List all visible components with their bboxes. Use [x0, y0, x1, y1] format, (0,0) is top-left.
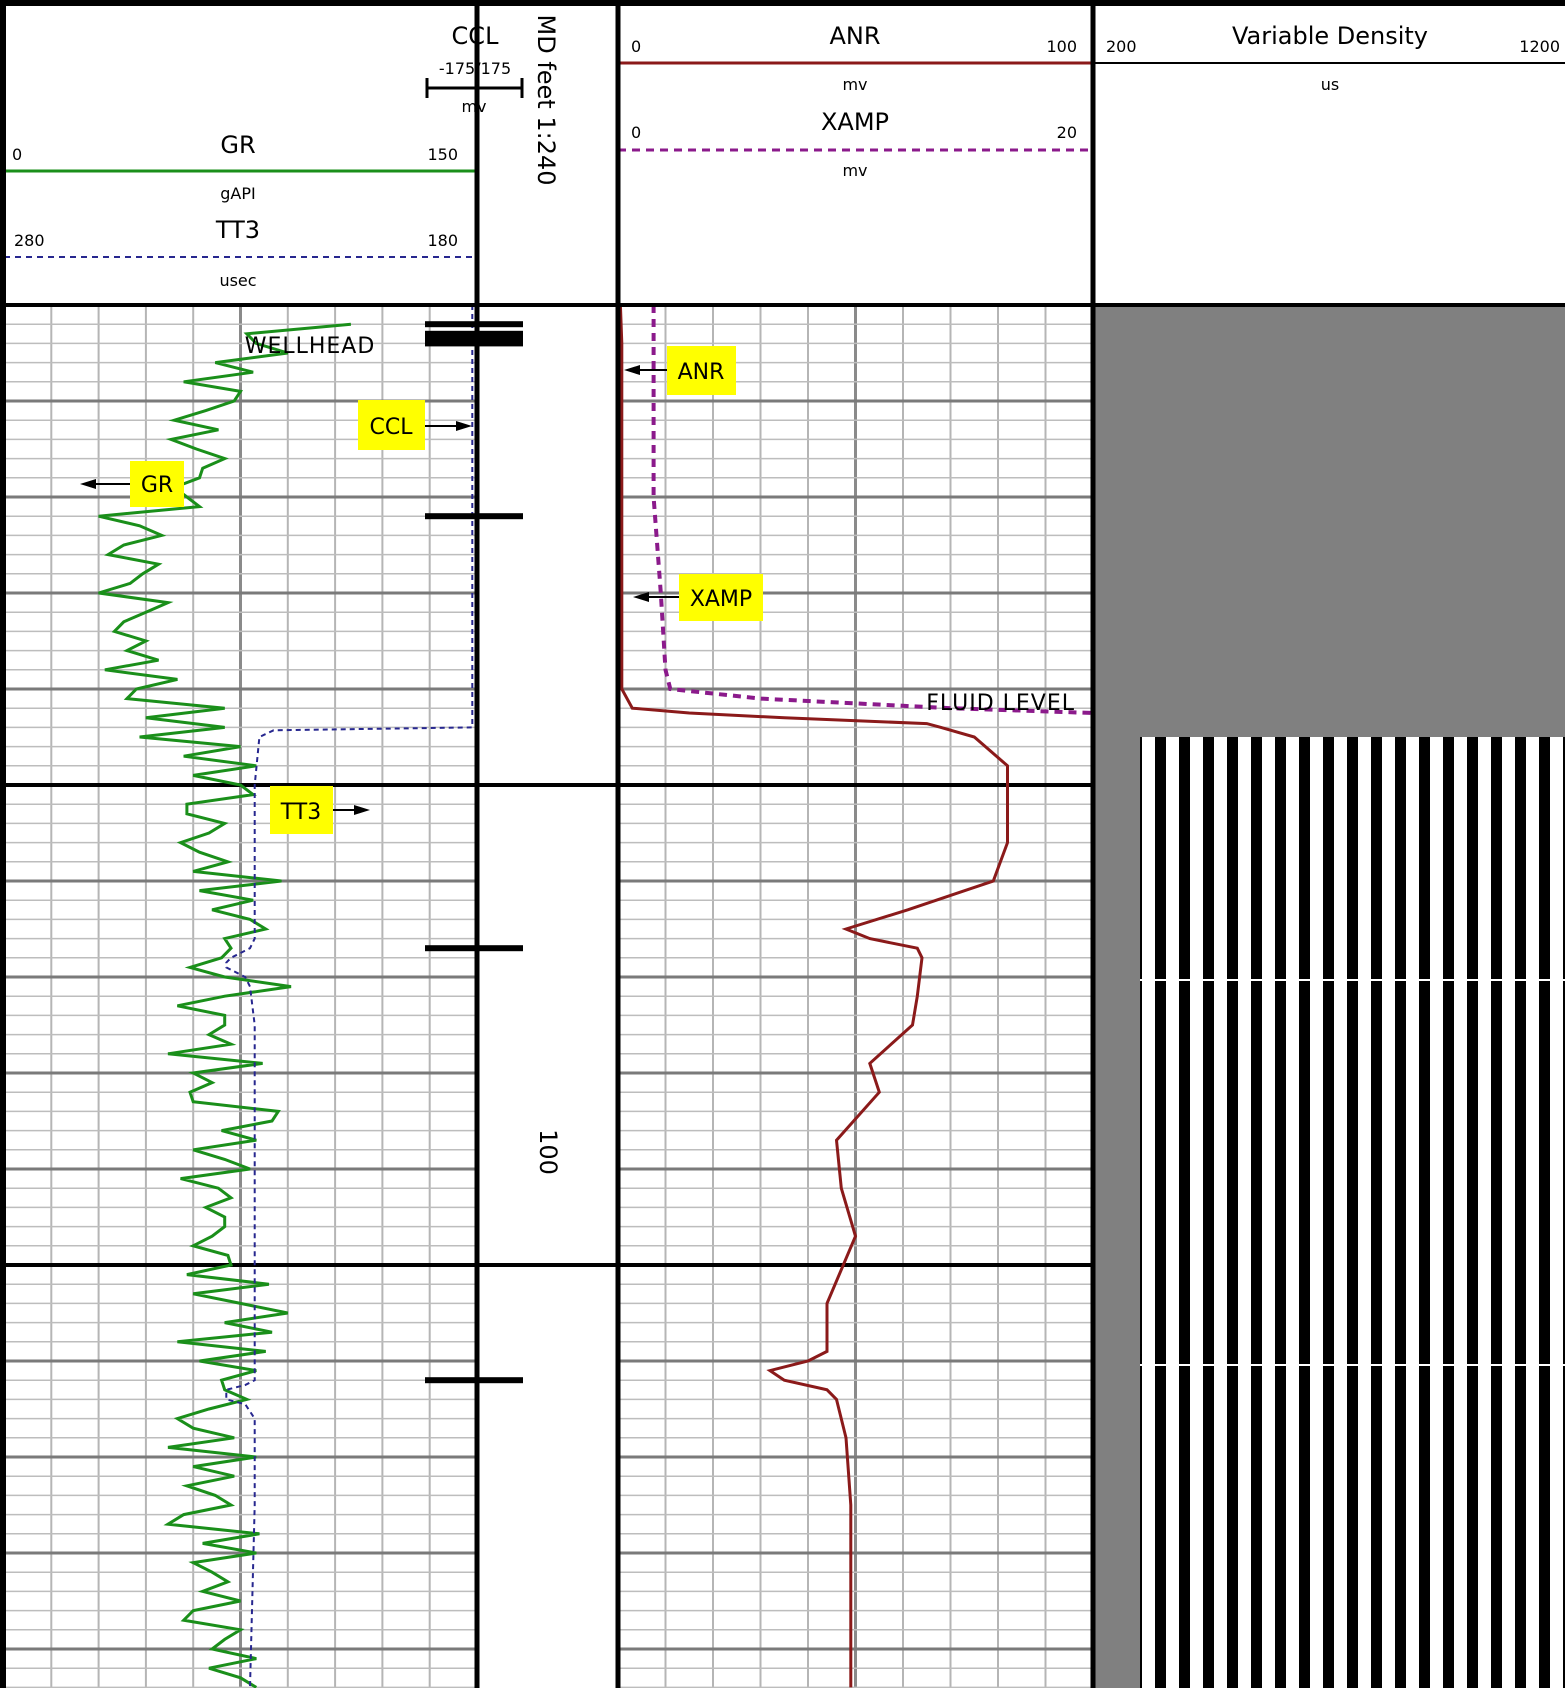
wellhead-annotation: WELLHEAD [245, 334, 376, 359]
gr-curve [98, 322, 352, 1688]
depth-labels: 100 [534, 1129, 562, 1175]
ccl-collar-mark [425, 321, 523, 328]
xamp-tag: XAMP [633, 574, 763, 621]
vdl-left-scale: 200 [1106, 37, 1137, 56]
xamp-tag-box [679, 574, 763, 621]
gr-left-scale: 0 [12, 145, 22, 164]
anr-tag: ANR [624, 346, 736, 395]
depth-title: MD feet 1:240 [532, 15, 560, 186]
anr-curve [618, 305, 1009, 1688]
xamp-tag-label: XAMP [690, 587, 752, 612]
tt3-title: TT3 [215, 216, 260, 244]
tt3-tag-box [270, 786, 333, 834]
tt3-tag: TT3 [270, 786, 370, 834]
depth-label-100: 100 [534, 1129, 562, 1175]
anr-tag-label: ANR [678, 360, 725, 385]
ccl-collar-mark [425, 513, 523, 520]
ccl-collar-mark [425, 340, 523, 347]
gr-tag: GR [80, 461, 184, 507]
xamp-tag-arrowhead [633, 592, 649, 602]
ccl-tag-box [358, 400, 425, 450]
tt3-curve [225, 305, 474, 1688]
ccl-tag: CCL [358, 400, 472, 450]
gr-right-scale: 150 [427, 145, 458, 164]
ccl-tag-arrowhead [456, 421, 472, 431]
tt3-right-scale: 180 [427, 231, 458, 250]
anr-title: ANR [829, 22, 880, 50]
anr-left-scale: 0 [631, 37, 641, 56]
header-track-2: ANR 0 100 mv XAMP 0 20 mv [618, 22, 1093, 180]
vdl-unit-label: us [1321, 75, 1339, 94]
header-track-1: CCL -175/175 mv GR 0 150 gAPI TT3 280 18… [4, 22, 524, 290]
tt3-left-scale: 280 [14, 231, 45, 250]
xamp-curve [651, 305, 1093, 718]
header-track-3: Variable Density 200 1200 us [1093, 22, 1565, 94]
anr-tag-box [667, 346, 736, 395]
ccl-tag-label: CCL [370, 415, 414, 440]
vdl-right-scale: 1200 [1519, 37, 1560, 56]
gr-tag-label: GR [141, 473, 173, 498]
track-1-grid [4, 305, 477, 1688]
ccl-collar-mark [425, 330, 523, 337]
tt3-unit-label: usec [219, 271, 256, 290]
anr-right-scale: 100 [1046, 37, 1077, 56]
anr-unit-label: mv [842, 75, 867, 94]
vdl-title: Variable Density [1232, 22, 1428, 50]
xamp-unit-label: mv [842, 161, 867, 180]
gr-title: GR [220, 131, 255, 159]
fluid-level-annotation: FLUID LEVEL [926, 691, 1075, 716]
ccl-unit-label: mv [461, 97, 486, 116]
gr-unit-label: gAPI [220, 184, 255, 203]
ccl-collar-mark [425, 1377, 523, 1384]
ccl-collar-mark [425, 945, 523, 952]
tt3-tag-arrowhead [354, 805, 370, 815]
ccl-collar-mark [425, 335, 523, 342]
gr-tag-arrowhead [80, 479, 96, 489]
header-depth: MD feet 1:240 [532, 15, 560, 186]
variable-density-track [1093, 305, 1565, 1688]
xamp-right-scale: 20 [1057, 123, 1077, 142]
ccl-collar-marks [425, 321, 523, 1384]
xamp-title: XAMP [821, 108, 889, 136]
track-2-grid [618, 305, 1093, 1688]
anr-tag-arrowhead [624, 365, 640, 375]
tt3-tag-label: TT3 [280, 800, 322, 825]
xamp-left-scale: 0 [631, 123, 641, 142]
vdl-image [1140, 737, 1565, 1688]
gr-tag-box [130, 461, 184, 507]
